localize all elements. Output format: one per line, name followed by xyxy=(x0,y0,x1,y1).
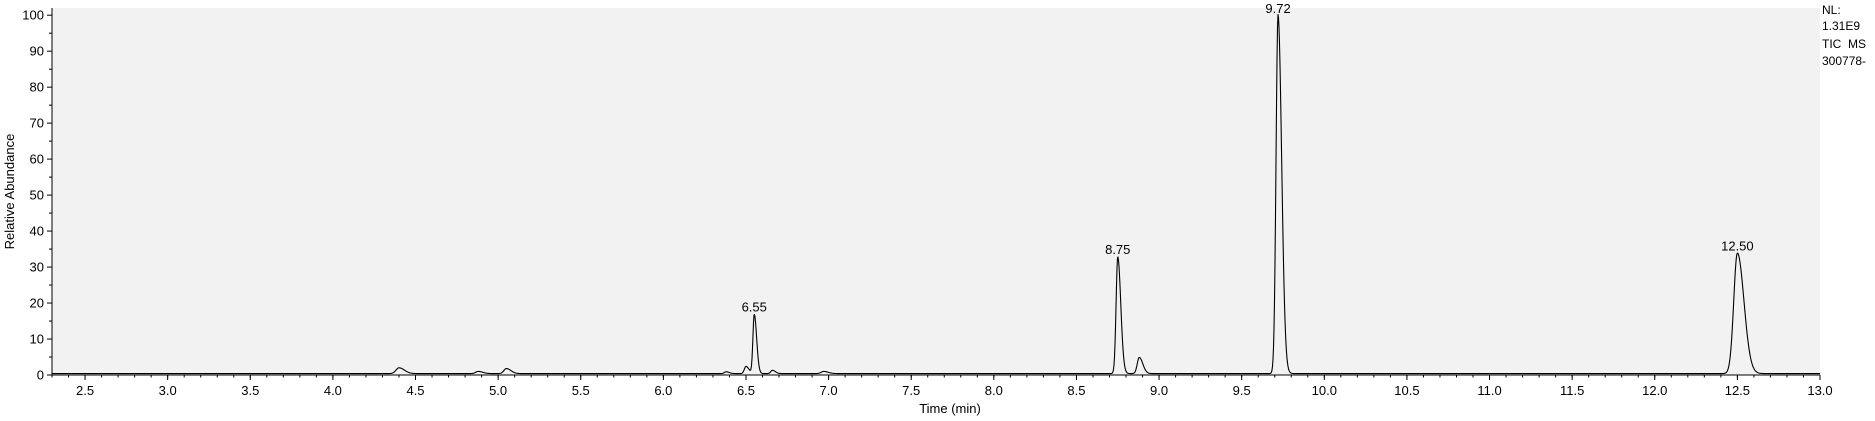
nl-value: 1.31E9 xyxy=(1822,19,1860,33)
x-tick-label: 2.5 xyxy=(76,383,94,398)
y-tick-label: 70 xyxy=(30,116,44,131)
x-tick-label: 5.5 xyxy=(572,383,590,398)
x-tick-label: 5.0 xyxy=(489,383,507,398)
x-tick-label: 4.0 xyxy=(324,383,342,398)
y-tick-label: 80 xyxy=(30,80,44,95)
nl-label: NL: xyxy=(1822,3,1841,17)
scan-info: NL: 1.31E9 TIC MS 300778- xyxy=(1822,3,1866,68)
x-tick-label: 6.0 xyxy=(654,383,672,398)
x-tick-label: 9.0 xyxy=(1150,383,1168,398)
plot-area xyxy=(52,8,1820,375)
x-tick-label: 9.5 xyxy=(1233,383,1251,398)
x-tick-label: 8.5 xyxy=(1067,383,1085,398)
x-tick-label: 3.0 xyxy=(159,383,177,398)
x-tick-label: 3.5 xyxy=(241,383,259,398)
x-tick-label: 10.5 xyxy=(1394,383,1419,398)
x-tick-label: 13.0 xyxy=(1807,383,1832,398)
peak-labels: 6.55 8.75 9.72 12.50 xyxy=(742,1,1754,315)
y-tick-label: 0 xyxy=(37,368,44,383)
sample-name: 300778- xyxy=(1822,54,1866,68)
x-tick-label: 6.5 xyxy=(737,383,755,398)
x-tick-label: 11.0 xyxy=(1477,383,1501,398)
x-tick-label: 7.5 xyxy=(902,383,920,398)
y-tick-label: 100 xyxy=(22,8,44,23)
peak-label: 12.50 xyxy=(1721,238,1754,253)
y-axis: 0 10 20 30 40 50 60 70 80 90 100 xyxy=(22,8,52,383)
x-tick-label: 7.0 xyxy=(820,383,838,398)
y-tick-label: 40 xyxy=(30,224,44,239)
y-tick-label: 60 xyxy=(30,152,44,167)
x-axis-title: Time (min) xyxy=(919,401,981,416)
tic-trace-line xyxy=(51,13,1821,375)
peak-label: 6.55 xyxy=(742,300,767,315)
x-tick-label: 12.5 xyxy=(1725,383,1750,398)
x-tick-label: 8.0 xyxy=(985,383,1003,398)
x-tick-label: 10.0 xyxy=(1312,383,1337,398)
y-axis-title: Relative Abundance xyxy=(2,134,17,250)
y-tick-label: 30 xyxy=(30,260,44,275)
x-axis: 2.5 3.0 3.5 4.0 4.5 5.0 5.5 6.0 6.5 7.0 7.5 8.0 8.5 9… xyxy=(51,375,1833,398)
y-tick-label: 20 xyxy=(30,296,44,311)
scan-filter: TIC MS xyxy=(1822,37,1866,51)
peak-label: 9.72 xyxy=(1265,1,1290,16)
y-tick-label: 90 xyxy=(30,44,44,59)
x-tick-label: 12.0 xyxy=(1642,383,1667,398)
y-tick-label: 10 xyxy=(30,332,44,347)
y-tick-label: 50 xyxy=(30,188,44,203)
peak-label: 8.75 xyxy=(1105,242,1130,257)
x-tick-label: 4.5 xyxy=(406,383,424,398)
x-tick-label: 11.5 xyxy=(1560,383,1584,398)
